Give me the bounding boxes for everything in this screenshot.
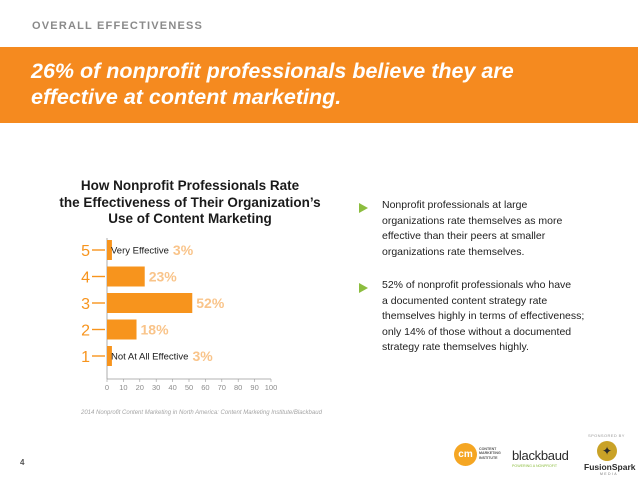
bar — [107, 346, 112, 366]
x-tick-label: 100 — [265, 383, 278, 392]
rating-label: 2 — [81, 323, 90, 340]
value-label: 3% — [192, 348, 213, 364]
value-label: 18% — [141, 322, 170, 338]
chart-title-line-3: Use of Content Marketing — [108, 211, 272, 226]
x-tick-label: 20 — [136, 383, 144, 392]
headline-line-1: 26% of nonprofit professionals believe t… — [31, 59, 514, 83]
finding-1-line-4: organizations rate themselves. — [382, 245, 525, 258]
rating-label: 1 — [81, 349, 90, 366]
blackbaud-tagline: POWERING A NONPROFIT — [512, 464, 558, 468]
finding-text-1: Nonprofit professionals at large organiz… — [382, 198, 630, 260]
cmi-line-2: MARKETING — [479, 451, 501, 456]
value-label: 3% — [173, 242, 194, 258]
value-label: 23% — [149, 269, 178, 285]
x-tick-label: 80 — [234, 383, 242, 392]
bar — [107, 319, 137, 340]
x-tick-label: 50 — [185, 383, 193, 392]
x-tick-label: 30 — [152, 383, 160, 392]
cmi-mark-icon: cm — [454, 443, 477, 466]
finding-2-line-3: themselves highly in terms of effectiven… — [382, 310, 585, 322]
finding-2-line-4: only 14% of those without a documented — [382, 325, 572, 338]
x-tick-label: 0 — [105, 383, 109, 392]
finding-1-line-2: organizations rate themselves as more — [382, 214, 563, 227]
bar — [107, 293, 193, 313]
chart-title-line-2: the Effectiveness of Their Organization’… — [59, 194, 321, 210]
fusionspark-logo: ✦ FusionSpark MEDIA — [584, 440, 636, 478]
sponsor-label: SPONSORED BY — [588, 433, 625, 438]
bullet-arrow-icon — [359, 283, 368, 293]
section-label: OVERALL EFFECTIVENESS — [32, 20, 204, 32]
headline-band — [0, 47, 638, 123]
x-tick-label: 60 — [201, 383, 209, 392]
chart-title-line-1: How Nonprofit Professionals Rate — [80, 178, 300, 193]
blackbaud-wordmark: blackbaud — [512, 448, 569, 463]
finding-2-line-2: a documented content strategy rate — [382, 294, 548, 307]
x-tick-label: 70 — [218, 383, 226, 392]
finding-text-2: 52% of nonprofit professionals who have … — [382, 278, 630, 356]
sponsor-logos: cm CONTENT MARKETING INSTITUTE blackbaud… — [452, 440, 638, 479]
rating-label: 4 — [81, 270, 90, 287]
finding-2-line-1: 52% of nonprofit professionals who have — [382, 279, 572, 291]
fusionspark-wordmark: FusionSpark — [584, 462, 636, 472]
rating-label: 5 — [81, 243, 90, 260]
x-tick-label: 90 — [250, 383, 258, 392]
x-tick-label: 40 — [168, 383, 176, 392]
finding-1-line-3: effective than their peers at smaller — [382, 230, 546, 242]
cmi-line-1: CONTENT — [479, 447, 497, 451]
chart-title: How Nonprofit Professionals Rate the Eff… — [40, 178, 340, 228]
finding-1-line-1: Nonprofit professionals at large — [382, 199, 528, 211]
rating-label: 3 — [81, 296, 90, 313]
category-label: Not At All Effective — [111, 352, 188, 363]
cmi-wordmark: CONTENT MARKETING INSTITUTE — [479, 447, 509, 460]
value-label: 52% — [196, 295, 225, 311]
bar — [107, 266, 145, 287]
fusionspark-mark-icon: ✦ — [597, 441, 617, 461]
chart-source-note: 2014 Nonprofit Content Marketing in Nort… — [81, 410, 322, 416]
finding-2-line-5: strategy rate themselves highly. — [382, 341, 529, 353]
blackbaud-logo: blackbaud POWERING A NONPROFIT — [512, 449, 578, 473]
headline: 26% of nonprofit professionals believe t… — [31, 58, 631, 110]
cmi-line-3: INSTITUTE — [479, 455, 498, 460]
key-findings-list: Nonprofit professionals at large organiz… — [358, 198, 630, 374]
category-label: Very Effective — [111, 246, 169, 257]
page-number: 4 — [20, 458, 25, 467]
fusionspark-sub: MEDIA — [599, 472, 619, 476]
bar — [107, 240, 112, 260]
cmi-logo: cm CONTENT MARKETING INSTITUTE — [452, 441, 508, 473]
x-tick-label: 10 — [119, 383, 127, 392]
bullet-arrow-icon — [359, 203, 368, 213]
finding-item-2: 52% of nonprofit professionals who have … — [358, 278, 630, 356]
finding-item-1: Nonprofit professionals at large organiz… — [358, 198, 630, 260]
headline-line-2: effective at content marketing. — [31, 85, 342, 109]
